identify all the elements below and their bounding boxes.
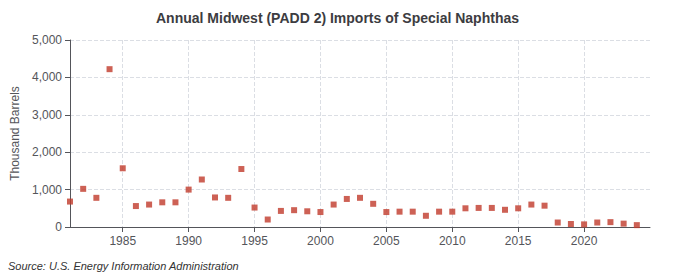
svg-text:2005: 2005 bbox=[373, 234, 400, 248]
svg-text:1,000: 1,000 bbox=[32, 183, 62, 197]
svg-text:4,000: 4,000 bbox=[32, 70, 62, 84]
svg-text:Source: U.S. Energy Informatio: Source: U.S. Energy Information Administ… bbox=[8, 260, 239, 272]
svg-text:2015: 2015 bbox=[505, 234, 532, 248]
svg-text:5,000: 5,000 bbox=[32, 33, 62, 47]
svg-text:2000: 2000 bbox=[307, 234, 334, 248]
svg-text:Thousand Barrels: Thousand Barrels bbox=[8, 86, 22, 181]
svg-text:0: 0 bbox=[55, 220, 62, 234]
svg-text:3,000: 3,000 bbox=[32, 108, 62, 122]
svg-text:1995: 1995 bbox=[241, 234, 268, 248]
svg-text:1985: 1985 bbox=[109, 234, 136, 248]
svg-text:2010: 2010 bbox=[439, 234, 466, 248]
svg-text:1990: 1990 bbox=[175, 234, 202, 248]
svg-text:2020: 2020 bbox=[571, 234, 598, 248]
svg-text:2,000: 2,000 bbox=[32, 145, 62, 159]
svg-text:Annual Midwest (PADD 2) Import: Annual Midwest (PADD 2) Imports of Speci… bbox=[156, 10, 519, 26]
